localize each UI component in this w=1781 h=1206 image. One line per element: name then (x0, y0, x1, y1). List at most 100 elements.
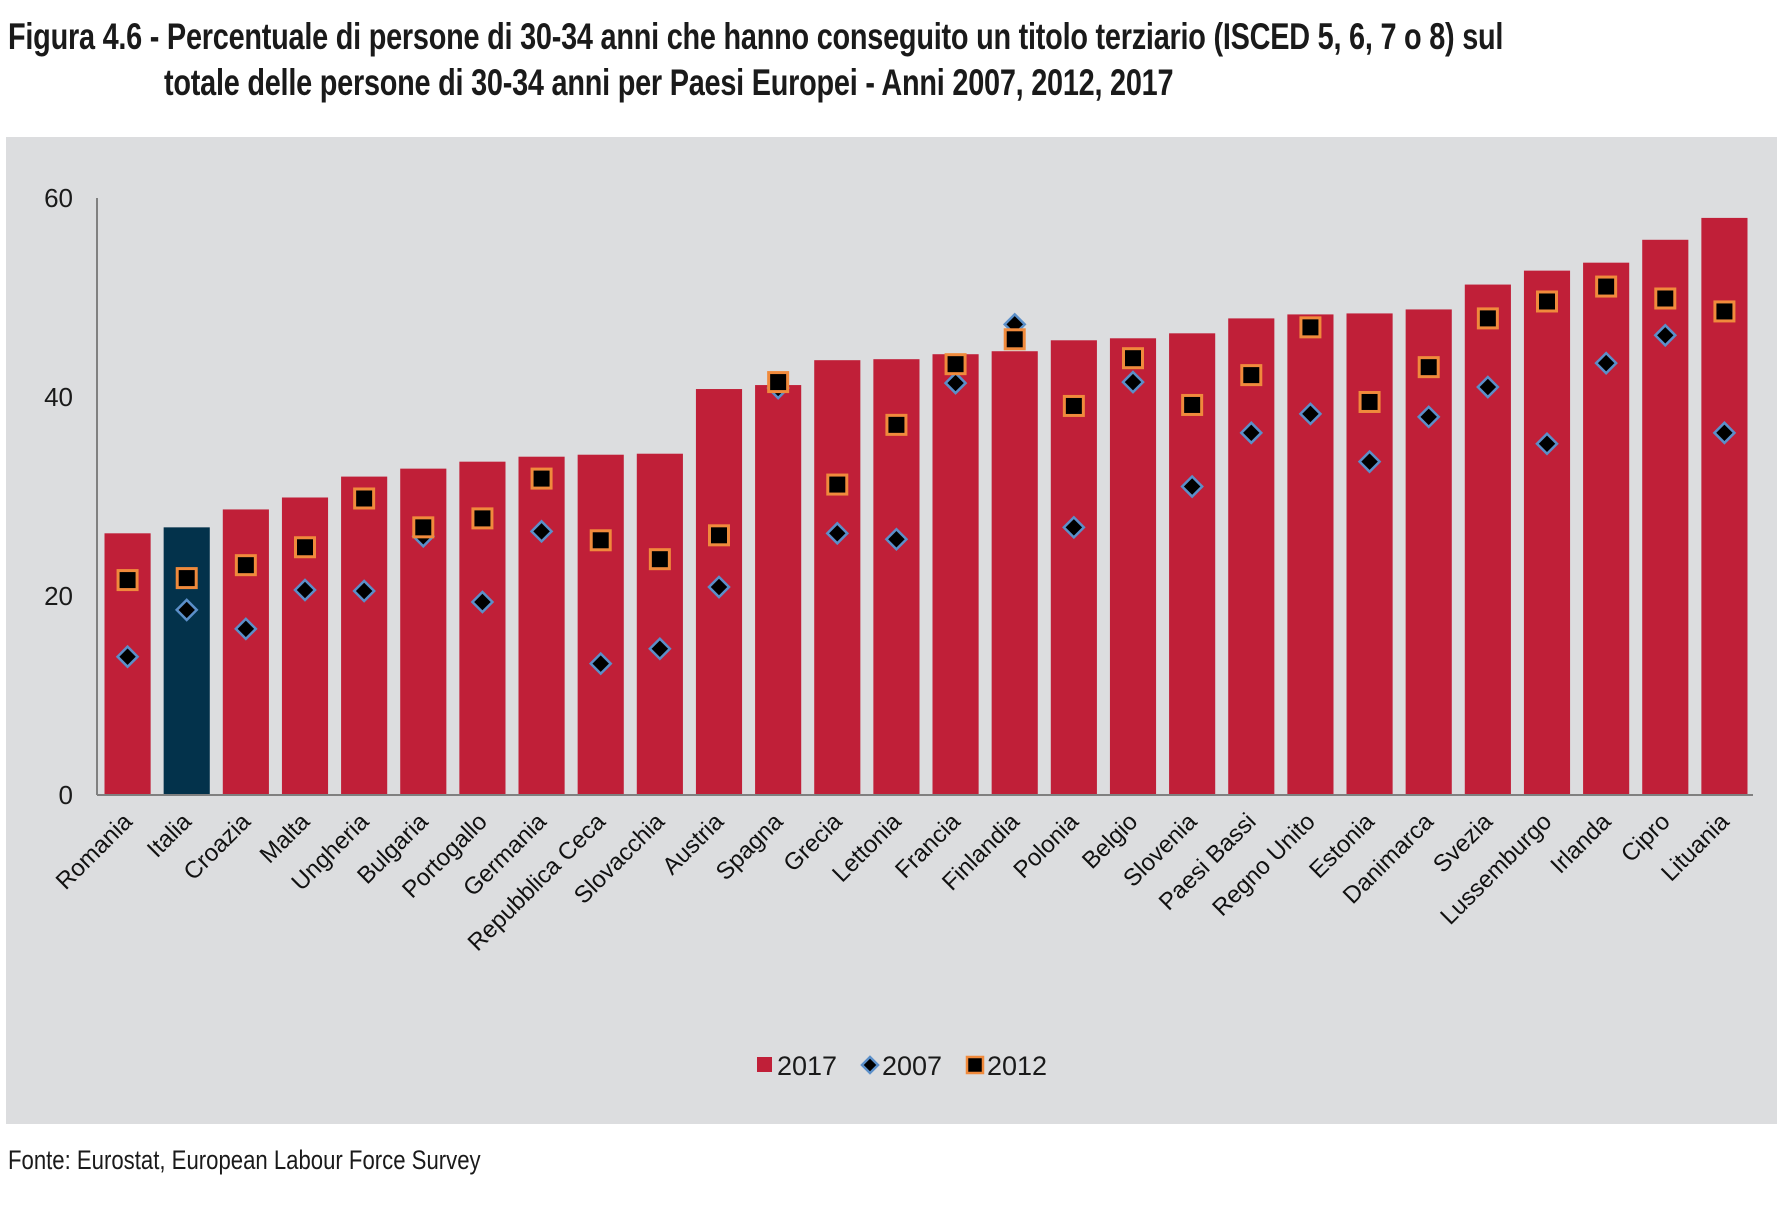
y-tick-labels: 0 20 40 60 (44, 183, 73, 810)
marker-2007-diamond (1712, 421, 1737, 445)
marker-2012-square (116, 569, 139, 592)
marker-2007-diamond (529, 519, 554, 544)
marker-2012-square (1299, 316, 1322, 339)
marker-2007-diamond (470, 590, 495, 614)
bar-2017 (577, 454, 624, 795)
bar-2017 (1228, 318, 1275, 795)
marker-2012-square (648, 548, 671, 571)
marker-2012-square (530, 467, 553, 490)
marker-2012-square (412, 516, 435, 539)
marker-2012-square (1536, 290, 1558, 313)
marker-2007-diamond (1594, 351, 1618, 375)
marker-2012-square (1003, 328, 1026, 351)
legend-item-2017: 2017 (757, 1051, 837, 1081)
bar-2017 (1346, 313, 1393, 795)
x-tick-label: Lituania (1656, 808, 1735, 887)
marker-2007-diamond (174, 598, 199, 622)
marker-2007-diamond (352, 579, 376, 603)
marker-2007-diamond (1180, 474, 1204, 499)
y-tick-label: 0 (59, 780, 73, 810)
bar-2017 (991, 351, 1038, 795)
bar-2017 (1464, 284, 1511, 795)
marker-2007-diamond (648, 636, 672, 661)
bar-2017 (814, 360, 861, 795)
markers-2012-group (116, 275, 1736, 592)
bar-2017 (1583, 262, 1630, 795)
marker-2012-square (767, 371, 790, 394)
marker-2012-square (1595, 275, 1618, 298)
marker-2007-diamond (588, 651, 613, 676)
marker-2007-diamond (1121, 370, 1145, 394)
legend-label: 2012 (987, 1051, 1047, 1081)
bar-2017 (341, 476, 388, 795)
x-tick-label: Romania (51, 808, 138, 895)
bar-2017 (636, 453, 683, 795)
chart-title-line-2: totale delle persone di 30-34 anni per P… (164, 62, 1174, 103)
axes-group (96, 198, 1753, 796)
x-tick-label: Croazia (179, 808, 257, 886)
marker-2012-square (826, 473, 849, 496)
chart-title-line-1: Figura 4.6 - Percentuale di persone di 3… (8, 16, 1504, 57)
marker-2007-diamond (1298, 402, 1323, 426)
source-note: Fonte: Eurostat, European Labour Force S… (8, 1145, 481, 1175)
y-tick-label: 20 (44, 581, 73, 611)
x-tick-label: Polonia (1008, 808, 1084, 884)
legend-label: 2007 (882, 1051, 942, 1081)
marker-2012-square (885, 413, 908, 436)
marker-2012-square (1417, 356, 1440, 379)
marker-2007-diamond (115, 644, 140, 669)
x-tick-labels: Romania ItaliaCroaziaMaltaUngheriaBulgari… (51, 808, 1735, 957)
x-tick-label: Irlanda (1545, 808, 1616, 879)
marker-2007-diamond (884, 527, 909, 552)
bar-2017 (222, 509, 269, 795)
marker-2012-square (708, 524, 730, 547)
bar-2017 (1642, 239, 1689, 796)
marker-2012-square (471, 507, 494, 530)
legend-swatch-bar (757, 1057, 772, 1072)
marker-2012-square (1476, 307, 1499, 330)
marker-2012-square (353, 487, 376, 510)
bar-2017 (1523, 270, 1571, 795)
marker-2007-diamond (1416, 405, 1441, 429)
marker-2007-diamond (707, 575, 731, 599)
marker-2012-square (1122, 347, 1144, 370)
legend-swatch-diamond (860, 1055, 880, 1075)
legend-item-2007: 2007 (860, 1051, 942, 1081)
bar-2017 (1405, 309, 1452, 795)
chart-title: Figura 4.6 - Percentuale di persone di 3… (8, 14, 1503, 106)
marker-2012-square (1062, 394, 1085, 417)
bar-2017 (1287, 314, 1334, 795)
marker-2007-diamond (1062, 515, 1086, 540)
legend-label: 2017 (777, 1051, 837, 1081)
legend-swatch-square (965, 1055, 985, 1075)
markers-2007-group (115, 312, 1737, 676)
marker-2012-square (1713, 300, 1736, 323)
y-tick-label: 60 (44, 183, 73, 213)
bar-2017 (518, 456, 565, 795)
marker-2007-diamond (943, 371, 968, 395)
marker-2007-diamond (293, 578, 317, 602)
marker-2007-diamond (1653, 323, 1678, 348)
bars-2017-group (104, 217, 1748, 796)
marker-2007-diamond (234, 617, 258, 641)
x-tick-label: Spagna (711, 808, 789, 886)
marker-2012-square (1240, 364, 1263, 387)
marker-2012-square (1358, 390, 1381, 413)
bar-2017 (932, 354, 979, 795)
marker-2012-square (589, 529, 612, 552)
marker-2007-diamond (825, 521, 850, 546)
marker-2012-square (294, 536, 316, 559)
marker-2007-diamond (1239, 421, 1264, 445)
marker-2007-diamond (1535, 431, 1559, 456)
legend: 2017 2007 2012 (757, 1051, 1047, 1081)
marker-2012-square (234, 554, 257, 577)
marker-2012-square (1181, 393, 1204, 416)
marker-2012-square (1654, 287, 1677, 310)
y-tick-label: 40 (44, 382, 73, 412)
marker-2012-square (175, 567, 198, 590)
bar-2017 (1109, 338, 1157, 795)
marker-2007-diamond (1357, 449, 1382, 474)
legend-item-2012: 2012 (965, 1051, 1047, 1081)
marker-2012-square (944, 353, 967, 376)
